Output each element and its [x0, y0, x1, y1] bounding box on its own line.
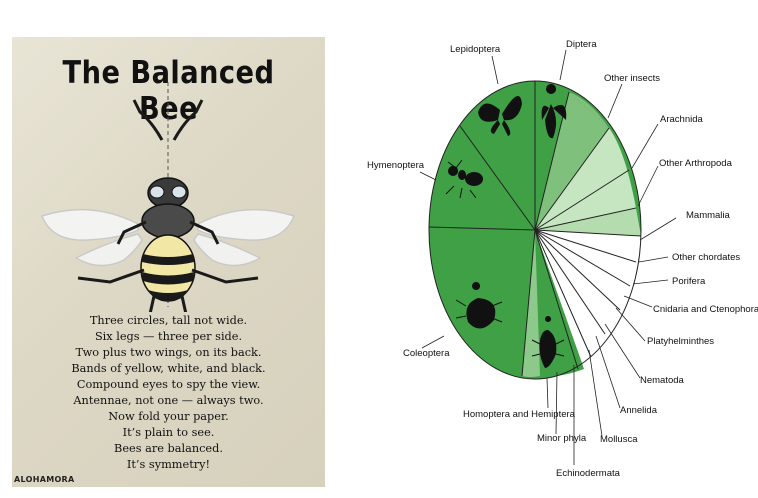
poem-line: Bees are balanced.: [114, 442, 223, 455]
label-coleoptera: Coleoptera: [403, 348, 450, 359]
pie-arachnida-wedge: [535, 128, 636, 230]
label-mollusca: Mollusca: [600, 434, 638, 445]
poem-line: Six legs — three per side.: [94, 330, 243, 343]
fly-icon: [541, 84, 567, 139]
label-other-insects: Other insects: [604, 73, 660, 84]
label-other-arthropoda: Other Arthropoda: [659, 158, 733, 169]
species-pie-diagram: Lepidoptera Diptera Other insects Arachn…: [367, 39, 758, 479]
label-mammalia: Mammalia: [686, 210, 731, 221]
bee-poster: The Balanced Bee Three circles: [12, 37, 325, 487]
label-diptera: Diptera: [566, 39, 597, 50]
poem-line: Two plus two wings, on its back.: [75, 346, 262, 359]
pie-other-phyla-wedges: [535, 230, 641, 369]
label-hymenoptera: Hymenoptera: [367, 160, 425, 171]
poem-line: It’s plain to see.: [122, 426, 215, 439]
poem-line: Now fold your paper.: [108, 410, 229, 423]
beetle-icon: [466, 282, 496, 329]
poem-line: Three circles, tall not wide.: [89, 314, 248, 327]
label-porifera: Porifera: [672, 276, 706, 287]
label-homoptera-hemiptera: Homoptera and Hemiptera: [463, 409, 576, 420]
pie-mammalia-wedge: [535, 208, 641, 236]
poem-line: It’s symmetry!: [126, 458, 211, 471]
label-nematoda: Nematoda: [640, 375, 685, 386]
label-platyhelminthes: Platyhelminthes: [647, 336, 714, 347]
bee-illustration: [41, 82, 295, 312]
label-annelida: Annelida: [620, 405, 658, 416]
bug-icon: [539, 316, 557, 368]
label-lepidoptera: Lepidoptera: [450, 44, 501, 55]
label-echinodermata: Echinodermata: [556, 468, 621, 479]
poem-line: Bands of yellow, white, and black.: [71, 362, 266, 375]
ant-icon: [448, 166, 484, 186]
poem-line: Compound eyes to spy the view.: [76, 378, 261, 391]
label-cnidaria: Cnidaria and Ctenophora: [653, 304, 758, 315]
pie-other-insects-wedge: [535, 92, 609, 230]
label-arachnida: Arachnida: [660, 114, 703, 125]
label-minor-phyla: Minor phyla: [537, 433, 587, 444]
poem-line: Antennae, not one — always two.: [73, 394, 264, 407]
credit-logo: ALOHAMORA: [14, 475, 75, 484]
label-other-chordates: Other chordates: [672, 252, 740, 263]
poem-text: Three circles, tall not wide. Six legs —…: [12, 313, 325, 473]
butterfly-icon: [478, 96, 522, 136]
